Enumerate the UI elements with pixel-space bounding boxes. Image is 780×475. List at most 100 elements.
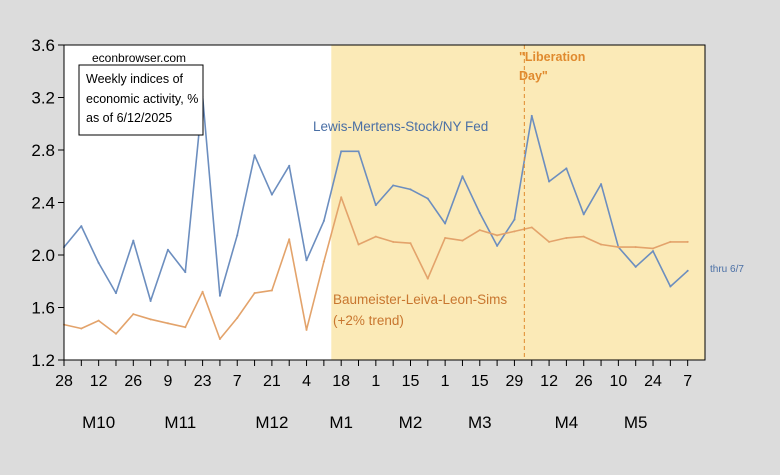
x-tick-label: 26 (575, 373, 593, 390)
series-point (80, 327, 83, 330)
series-point (270, 193, 273, 196)
series-point (582, 213, 585, 216)
series-point (565, 236, 568, 239)
series-point (357, 150, 360, 153)
month-label: M5 (624, 413, 648, 432)
x-tick-label: 7 (683, 373, 692, 390)
series-point (548, 180, 551, 183)
x-tick-label: 7 (233, 373, 242, 390)
series-point (340, 196, 343, 199)
series-point (478, 212, 481, 214)
x-tick-label: 12 (90, 373, 108, 390)
series-point (322, 219, 325, 222)
series-point (236, 317, 239, 319)
series-point (461, 175, 464, 178)
month-label: M4 (555, 413, 579, 432)
series-point (426, 197, 429, 200)
series-point (478, 229, 481, 232)
series-point (97, 261, 100, 264)
series-point (634, 265, 637, 268)
series-point (513, 230, 516, 233)
series-point (600, 243, 603, 246)
x-tick-label: 10 (609, 373, 627, 390)
series-point (426, 277, 429, 280)
month-label: M1 (329, 413, 353, 432)
series-point (461, 239, 464, 242)
series-point (409, 242, 412, 245)
series-point (114, 292, 117, 295)
series-point (288, 238, 291, 241)
series-point (565, 167, 568, 170)
series-point (132, 313, 135, 316)
x-tick-label: 26 (124, 373, 142, 390)
wei-series-label: Lewis-Mertens-Stock/NY Fed (313, 119, 488, 134)
series-point (652, 247, 655, 250)
x-tick-label: 4 (302, 373, 311, 390)
series-point (530, 114, 533, 117)
series-point (686, 240, 689, 243)
x-tick-label: 15 (471, 373, 489, 390)
series-point (686, 269, 689, 272)
source-label: econbrowser.com (92, 51, 186, 65)
series-point (409, 188, 412, 191)
x-tick-label: 24 (644, 373, 662, 390)
series-point (444, 236, 447, 239)
series-layer (63, 95, 689, 340)
x-tick-label: 23 (194, 373, 212, 390)
series-point (669, 285, 672, 288)
note-line-1: Weekly indices of (86, 72, 184, 86)
series-point (496, 234, 499, 237)
y-tick-label: 2.4 (31, 194, 55, 213)
series-point (253, 292, 256, 295)
shaded-region (331, 45, 705, 360)
series-point (149, 318, 152, 321)
y-tick-label: 1.2 (31, 351, 55, 370)
x-tick-label: 28 (55, 373, 73, 390)
x-tick-label: 1 (371, 373, 380, 390)
x-tick-label: 15 (402, 373, 420, 390)
month-label: M12 (255, 413, 288, 432)
thru-date-label: thru 6/7 (710, 264, 744, 275)
month-label: M11 (164, 413, 196, 432)
series-point (444, 222, 447, 225)
month-label: M2 (399, 413, 423, 432)
series-point (132, 239, 135, 242)
series-point (634, 246, 637, 249)
series-point (305, 259, 308, 262)
series-point (184, 271, 187, 274)
series-point (201, 290, 204, 293)
series-point (166, 248, 169, 251)
note-line-2: economic activity, % (86, 92, 198, 106)
series-point (669, 240, 672, 243)
series-point (80, 225, 83, 228)
series-point (374, 235, 377, 238)
month-label: M10 (82, 413, 115, 432)
series-point (617, 246, 620, 249)
series-point (496, 244, 499, 247)
series-point (392, 240, 395, 243)
series-point (340, 150, 343, 153)
series-point (513, 218, 516, 221)
series-point (652, 250, 655, 253)
ticks-layer: 1.2 1.6 2.0 2.4 2.8 3.2 3.6 28 12 26 9 23 7 21 4 18 1 15 1… (31, 36, 692, 432)
series-point (288, 164, 291, 167)
x-tick-label: 12 (540, 373, 558, 390)
x-tick-label: 1 (441, 373, 450, 390)
series-point (548, 240, 551, 243)
y-tick-label: 3.6 (31, 36, 55, 55)
x-tick-label: 21 (263, 373, 281, 390)
series-point (357, 243, 360, 246)
series-point (149, 299, 152, 302)
series-point (322, 260, 325, 263)
series-point (218, 338, 221, 340)
y-tick-label: 2.0 (31, 246, 55, 265)
series-point (392, 184, 395, 187)
series-point (184, 326, 187, 329)
liberation-day-label-line1: "Liberation (519, 50, 585, 64)
x-tick-label: 29 (506, 373, 524, 390)
y-tick-label: 2.8 (31, 141, 55, 160)
series-point (374, 204, 377, 207)
series-point (97, 319, 100, 322)
